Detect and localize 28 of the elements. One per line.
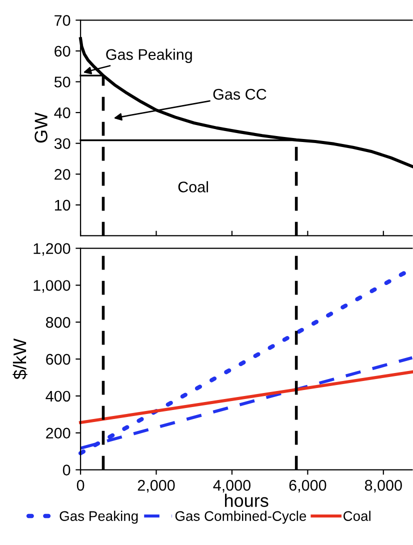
x-tick-label: 4,000: [213, 480, 250, 493]
y-tick-label: 60: [54, 46, 70, 57]
y-tick-label: 0: [62, 464, 70, 476]
y-tick-label: 600: [46, 354, 70, 365]
x-tick-label: 0: [76, 480, 84, 491]
y-axis-title: $/kW: [12, 338, 28, 380]
y-tick-label: 200: [46, 428, 70, 439]
y-axis-title: GW: [34, 112, 48, 143]
y-tick-label: 800: [46, 317, 70, 328]
x-tick-label: 2,000: [138, 480, 175, 493]
y-tick-label: 30: [54, 138, 70, 150]
annotation: Coal: [178, 181, 208, 192]
y-tick-label: 70: [54, 15, 70, 26]
y-tick-label: 10: [54, 200, 70, 211]
y-tick-label: 1,200: [34, 243, 70, 256]
x-axis-title: hours: [225, 494, 268, 508]
y-tick-label: 40: [54, 107, 70, 118]
y-tick-label: 400: [46, 390, 70, 402]
x-tick-label: 6,000: [289, 480, 326, 493]
y-tick-label: 20: [54, 168, 70, 180]
legend-label: Coal: [343, 510, 370, 521]
x-tick-label: 8,000: [364, 480, 402, 493]
annotation: Gas CC: [213, 88, 266, 100]
y-tick-label: 1,000: [34, 280, 70, 293]
annotation: Gas Peaking: [106, 48, 192, 63]
y-tick-label: 50: [54, 76, 70, 88]
legend-label: Gas Peaking: [60, 510, 138, 524]
legend-label: Gas Combined-Cycle: [175, 510, 306, 524]
